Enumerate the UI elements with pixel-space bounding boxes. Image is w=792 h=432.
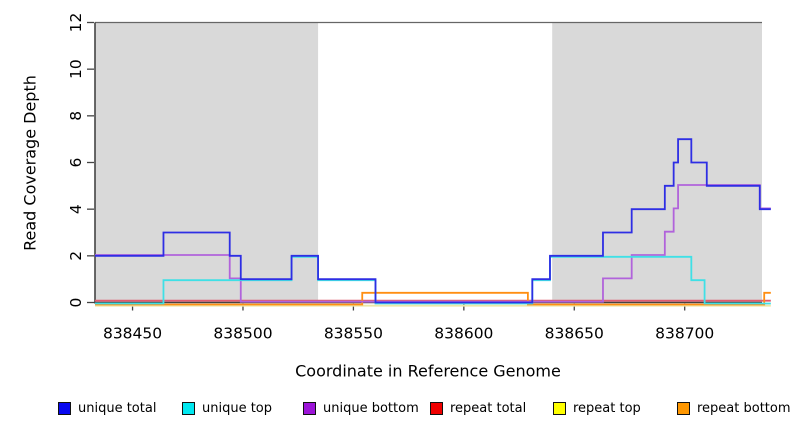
x-tick-label: 838650 xyxy=(545,325,604,343)
legend-label: unique top xyxy=(202,400,273,416)
legend-label: unique bottom xyxy=(323,400,419,416)
legend-swatch-icon xyxy=(677,401,690,415)
legend-swatch-icon xyxy=(303,401,316,415)
legend-label: repeat bottom xyxy=(697,400,791,416)
legend-item-repeat-total: repeat total xyxy=(430,398,526,418)
repeat-region-left xyxy=(95,22,319,303)
legend-item-unique-total: unique total xyxy=(58,398,156,418)
legend-label: repeat top xyxy=(573,400,641,416)
x-tick-label: 838550 xyxy=(324,325,383,343)
y-tick-label: 10 xyxy=(67,59,85,79)
legend-swatch-icon xyxy=(182,401,195,415)
x-tick-label: 838450 xyxy=(103,325,162,343)
y-tick-label: 6 xyxy=(67,158,85,168)
y-tick-label: 2 xyxy=(67,251,85,261)
legend-item-repeat-bottom: repeat bottom xyxy=(677,398,791,418)
legend-swatch-icon xyxy=(553,401,566,415)
x-tick-label: 838600 xyxy=(434,325,493,343)
x-tick-label: 838500 xyxy=(213,325,272,343)
series-line-unique-bottom xyxy=(95,184,771,303)
plot-legend: unique total unique top unique bottom repea… xyxy=(0,398,792,422)
repeat-region-right xyxy=(552,22,762,303)
legend-label: repeat total xyxy=(450,400,527,416)
y-axis-title: Read Coverage Depth xyxy=(20,75,40,251)
legend-item-unique-top: unique top xyxy=(182,398,272,418)
y-tick-label: 8 xyxy=(67,111,85,121)
series-line-unique-top xyxy=(95,255,771,305)
series-line-unique-total xyxy=(95,138,771,304)
legend-swatch-icon xyxy=(430,401,443,415)
y-tick-label: 0 xyxy=(67,298,85,308)
x-tick-label: 838700 xyxy=(655,325,714,343)
legend-swatch-icon xyxy=(58,401,71,415)
legend-label: unique total xyxy=(78,400,157,416)
y-tick-label: 4 xyxy=(67,204,85,214)
x-axis-title: Coordinate in Reference Genome xyxy=(295,361,561,381)
y-tick-label: 12 xyxy=(67,13,85,33)
legend-item-unique-bottom: unique bottom xyxy=(303,398,419,418)
legend-item-repeat-top: repeat top xyxy=(553,398,641,418)
